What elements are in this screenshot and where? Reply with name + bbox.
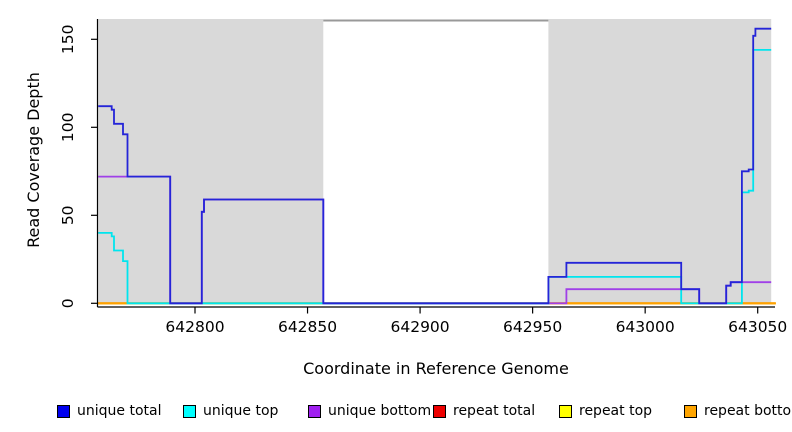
legend-label: unique bottom [328, 403, 432, 419]
legend-label: unique total [77, 403, 162, 419]
legend-item-unique-bottom: unique bottom [308, 399, 431, 423]
y-tick-label: 50 [59, 205, 77, 225]
legend-swatch-icon [559, 404, 572, 418]
legend-item-repeat-bottom: repeat bottom [684, 399, 792, 423]
x-tick-label: 643050 [728, 318, 787, 336]
legend-swatch-icon [183, 404, 196, 418]
legend: unique total unique top unique bottom repea… [0, 399, 792, 423]
y-tick-label: 0 [59, 298, 77, 308]
x-tick-label: 642950 [503, 318, 562, 336]
x-axis-title: Coordinate in Reference Genome [303, 359, 569, 378]
legend-swatch-icon [57, 404, 70, 418]
legend-swatch-icon [308, 404, 321, 418]
x-tick-label: 642800 [165, 318, 224, 336]
legend-swatch-icon [684, 404, 697, 418]
x-tick-label: 642850 [278, 318, 337, 336]
legend-label: repeat total [453, 403, 536, 419]
legend-item-repeat-total: repeat total [433, 399, 535, 423]
legend-label: unique top [203, 403, 279, 419]
legend-item-unique-total: unique total [57, 399, 161, 423]
y-tick-label: 150 [59, 25, 77, 55]
y-tick-label: 100 [59, 113, 77, 143]
series-line-unique-total [98, 27, 772, 305]
legend-label: repeat top [579, 403, 653, 419]
y-axis-title: Read Coverage Depth [24, 72, 43, 248]
shaded-region [98, 19, 324, 304]
legend-label: repeat bottom [704, 403, 792, 419]
legend-swatch-icon [433, 404, 446, 418]
legend-item-unique-top: unique top [183, 399, 278, 423]
x-tick-label: 643000 [616, 318, 675, 336]
x-tick-label: 642900 [390, 318, 449, 336]
legend-item-repeat-top: repeat top [559, 399, 652, 423]
shaded-region [548, 19, 772, 304]
coverage-plot-canvas: 642800 642850 642900 642950 643000 643050 0 50 1… [59, 19, 787, 336]
